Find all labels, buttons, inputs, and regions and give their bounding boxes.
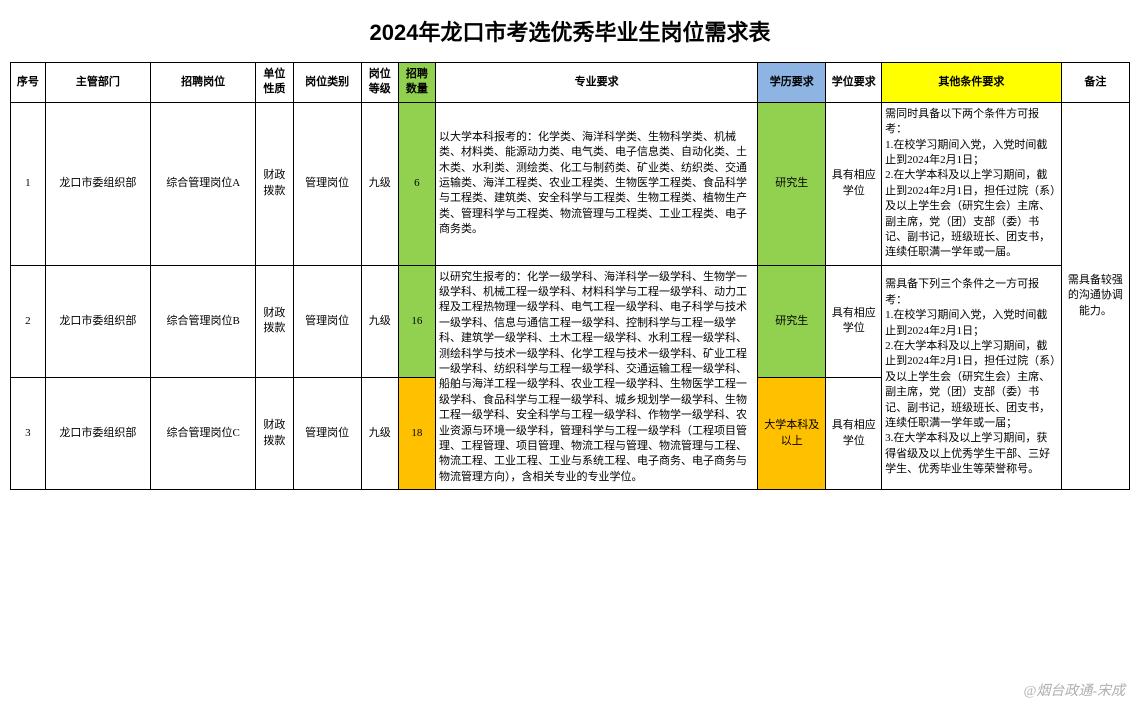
cell-edu: 大学本科及以上 [758,377,826,489]
th-level: 岗位等级 [361,63,398,103]
cell-seq: 2 [11,265,46,377]
cell-dept: 龙口市委组织部 [45,265,150,377]
watermark: @烟台政通-宋成 [1023,680,1125,700]
cell-degree: 具有相应学位 [826,102,882,265]
cell-dept: 龙口市委组织部 [45,377,150,489]
cell-type: 管理岗位 [293,102,361,265]
cell-edu: 研究生 [758,102,826,265]
th-other: 其他条件要求 [882,63,1062,103]
th-major: 专业要求 [436,63,758,103]
th-edu: 学历要求 [758,63,826,103]
header-row: 序号 主管部门 招聘岗位 单位性质 岗位类别 岗位等级 招聘数量 专业要求 学历… [11,63,1130,103]
cell-type: 管理岗位 [293,265,361,377]
th-seq: 序号 [11,63,46,103]
cell-count: 6 [398,102,435,265]
cell-degree: 具有相应学位 [826,265,882,377]
cell-pos: 综合管理岗位C [151,377,256,489]
cell-other: 需同时具备以下两个条件方可报考：1.在校学习期间入党，入党时间截止到2024年2… [882,102,1062,265]
cell-count: 18 [398,377,435,489]
cell-major: 以研究生报考的：化学一级学科、海洋科学一级学科、生物学一级学科、机械工程一级学科… [436,265,758,489]
cell-unit: 财政拨款 [256,102,293,265]
cell-other: 需具备下列三个条件之一方可报考：1.在校学习期间入党，入党时间截止到2024年2… [882,265,1062,489]
cell-note: 需具备较强的沟通协调能力。 [1061,102,1129,489]
cell-seq: 3 [11,377,46,489]
cell-unit: 财政拨款 [256,377,293,489]
th-pos: 招聘岗位 [151,63,256,103]
cell-level: 九级 [361,102,398,265]
th-unit: 单位性质 [256,63,293,103]
page-title: 2024年龙口市考选优秀毕业生岗位需求表 [10,15,1130,47]
table-row: 1 龙口市委组织部 综合管理岗位A 财政拨款 管理岗位 九级 6 以大学本科报考… [11,102,1130,265]
cell-degree: 具有相应学位 [826,377,882,489]
cell-level: 九级 [361,265,398,377]
table-row: 2 龙口市委组织部 综合管理岗位B 财政拨款 管理岗位 九级 16 以研究生报考… [11,265,1130,377]
th-degree: 学位要求 [826,63,882,103]
th-dept: 主管部门 [45,63,150,103]
th-type: 岗位类别 [293,63,361,103]
cell-pos: 综合管理岗位A [151,102,256,265]
cell-dept: 龙口市委组织部 [45,102,150,265]
cell-unit: 财政拨款 [256,265,293,377]
th-note: 备注 [1061,63,1129,103]
cell-level: 九级 [361,377,398,489]
cell-type: 管理岗位 [293,377,361,489]
cell-pos: 综合管理岗位B [151,265,256,377]
cell-edu: 研究生 [758,265,826,377]
th-count: 招聘数量 [398,63,435,103]
job-table: 序号 主管部门 招聘岗位 单位性质 岗位类别 岗位等级 招聘数量 专业要求 学历… [10,62,1130,490]
cell-count: 16 [398,265,435,377]
cell-major: 以大学本科报考的：化学类、海洋科学类、生物科学类、机械类、材料类、能源动力类、电… [436,102,758,265]
cell-seq: 1 [11,102,46,265]
